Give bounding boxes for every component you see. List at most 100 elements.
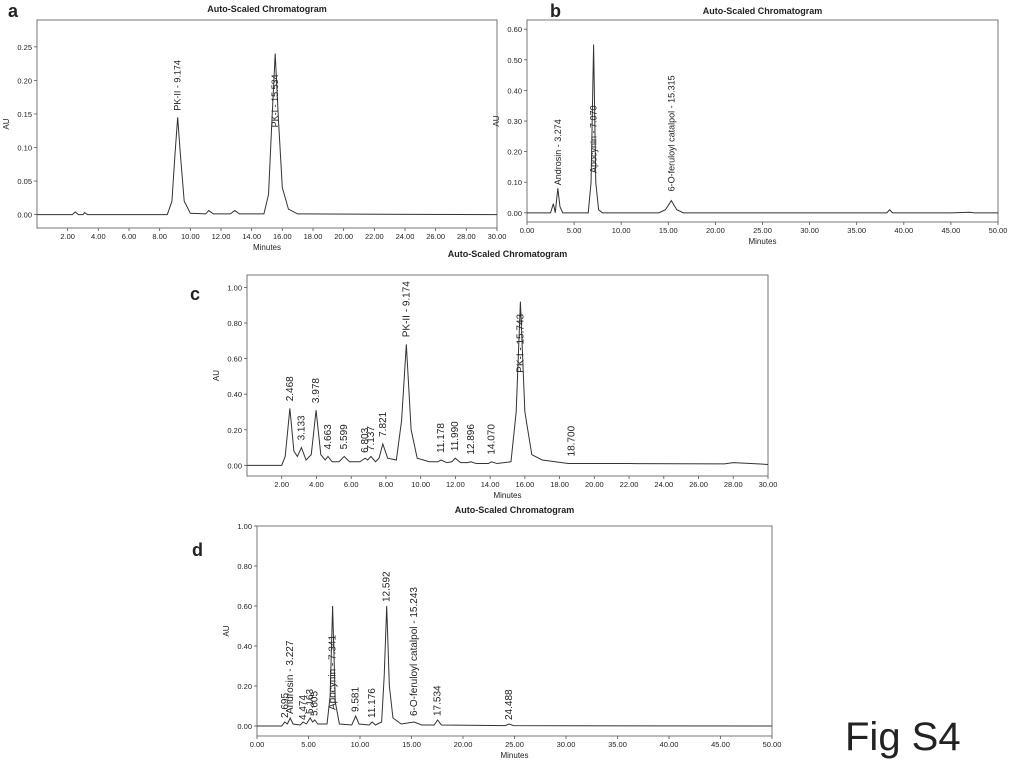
y-tick-label: 0.05 — [17, 177, 32, 186]
figure-label: Fig S4 — [845, 715, 961, 759]
x-tick-label: 6.00 — [344, 480, 359, 489]
x-tick-label: 10.00 — [612, 226, 631, 235]
x-tick-label: 20.00 — [334, 232, 353, 241]
chart-title: Auto-Scaled Chromatogram — [207, 4, 327, 14]
x-tick-label: 25.00 — [505, 740, 524, 749]
plot-frame — [246, 274, 769, 477]
panel-label: a — [8, 1, 19, 21]
peak-label: 2.468 — [285, 376, 296, 401]
x-tick-label: 14.00 — [242, 232, 261, 241]
y-tick-label: 1.00 — [227, 283, 242, 292]
x-tick-label: 2.00 — [60, 232, 75, 241]
x-tick-label: 35.00 — [847, 226, 866, 235]
x-tick-label: 8.00 — [152, 232, 167, 241]
x-tick-label: 25.00 — [753, 226, 772, 235]
peak-label: PK-I - 15.534 — [270, 74, 280, 127]
x-tick-label: 10.00 — [411, 480, 430, 489]
x-tick-label: 30.00 — [759, 480, 778, 489]
x-tick-label: 16.00 — [273, 232, 292, 241]
y-tick-label: 1.00 — [237, 522, 252, 531]
y-tick-label: 0.20 — [507, 148, 522, 157]
peak-label: 9.581 — [351, 687, 362, 712]
y-tick-label: 0.30 — [507, 117, 522, 126]
y-tick-label: 0.20 — [227, 426, 242, 435]
x-tick-label: 28.00 — [457, 232, 476, 241]
y-tick-label: 0.25 — [17, 43, 32, 52]
x-tick-label: 45.00 — [942, 226, 961, 235]
x-tick-label: 20.00 — [585, 480, 604, 489]
peak-label: 6.803 — [360, 427, 371, 452]
peak-label: 4.663 — [323, 424, 334, 449]
y-tick-label: 0.50 — [507, 56, 522, 65]
y-tick-label: 0.80 — [237, 562, 252, 571]
x-tick-label: 10.00 — [181, 232, 200, 241]
peak-label: PK-I - 15.743 — [515, 313, 526, 372]
y-tick-label: 0.40 — [507, 86, 522, 95]
y-tick-label: 0.80 — [227, 319, 242, 328]
peak-label: PK-II - 9.174 — [401, 281, 412, 338]
chromatogram-line — [247, 301, 769, 466]
y-tick-label: 0.00 — [507, 209, 522, 218]
y-tick-label: 0.15 — [17, 110, 32, 119]
peak-label: 2.695 — [280, 693, 291, 718]
peak-label: 5.605 — [310, 691, 321, 716]
y-tick-label: 0.60 — [227, 355, 242, 364]
peak-label: 5.599 — [339, 424, 350, 449]
x-tick-label: 18.00 — [550, 480, 569, 489]
y-tick-label: 0.20 — [17, 76, 32, 85]
x-tick-label: 24.00 — [654, 480, 673, 489]
chart-title: Auto-Scaled Chromatogram — [703, 6, 823, 16]
peak-label: PK-II - 9.174 — [173, 60, 183, 111]
peak-label: Apocynin - 7.341 — [328, 635, 339, 710]
x-tick-label: 50.00 — [989, 226, 1008, 235]
x-axis-title: Minutes — [493, 491, 521, 500]
x-axis-title: Minutes — [500, 751, 528, 760]
y-tick-label: 0.10 — [17, 143, 32, 152]
x-tick-label: 6.00 — [122, 232, 137, 241]
x-axis-title: Minutes — [748, 237, 776, 246]
plot-frame — [36, 19, 498, 229]
x-tick-label: 35.00 — [608, 740, 627, 749]
peak-label: 5.163 — [305, 689, 316, 714]
y-axis-title: AU — [492, 115, 501, 126]
y-tick-label: 0.60 — [237, 602, 252, 611]
x-tick-label: 20.00 — [454, 740, 473, 749]
x-tick-label: 12.00 — [446, 480, 465, 489]
peak-label: 12.896 — [466, 424, 477, 455]
y-tick-label: 0.60 — [507, 25, 522, 34]
peak-label: 3.133 — [296, 415, 307, 440]
x-tick-label: 20.00 — [706, 226, 725, 235]
peak-label: 4.474 — [298, 695, 309, 720]
peak-label: 11.178 — [436, 423, 447, 453]
x-tick-label: 5.00 — [567, 226, 582, 235]
x-tick-label: 30.00 — [800, 226, 819, 235]
peak-label: 7.137 — [366, 426, 377, 451]
x-tick-label: 40.00 — [660, 740, 679, 749]
x-tick-label: 40.00 — [894, 226, 913, 235]
x-tick-label: 8.00 — [379, 480, 394, 489]
x-tick-label: 0.00 — [520, 226, 535, 235]
peak-label: 12.592 — [382, 571, 393, 602]
y-axis-title: AU — [2, 118, 11, 129]
y-axis-title: AU — [212, 370, 221, 381]
peak-label: Androsin - 3.274 — [553, 119, 563, 185]
peak-label: 11.176 — [367, 688, 378, 718]
x-tick-label: 15.00 — [659, 226, 678, 235]
peak-label: 6-O-feruloyl catalpol - 15.243 — [409, 587, 420, 716]
x-tick-label: 22.00 — [365, 232, 384, 241]
x-tick-label: 2.00 — [274, 480, 289, 489]
chart-title: Auto-Scaled Chromatogram — [455, 505, 575, 515]
x-axis-title: Minutes — [253, 243, 281, 252]
y-tick-label: 0.10 — [507, 178, 522, 187]
x-tick-label: 50.00 — [763, 740, 782, 749]
x-tick-label: 30.00 — [557, 740, 576, 749]
x-tick-label: 10.00 — [351, 740, 370, 749]
peak-label: 24.488 — [504, 689, 515, 720]
x-tick-label: 22.00 — [620, 480, 639, 489]
chromatogram-line — [257, 605, 773, 727]
x-tick-label: 0.00 — [250, 740, 265, 749]
x-tick-label: 45.00 — [711, 740, 730, 749]
panel-label: c — [190, 284, 200, 304]
peak-label: 18.700 — [567, 425, 578, 456]
